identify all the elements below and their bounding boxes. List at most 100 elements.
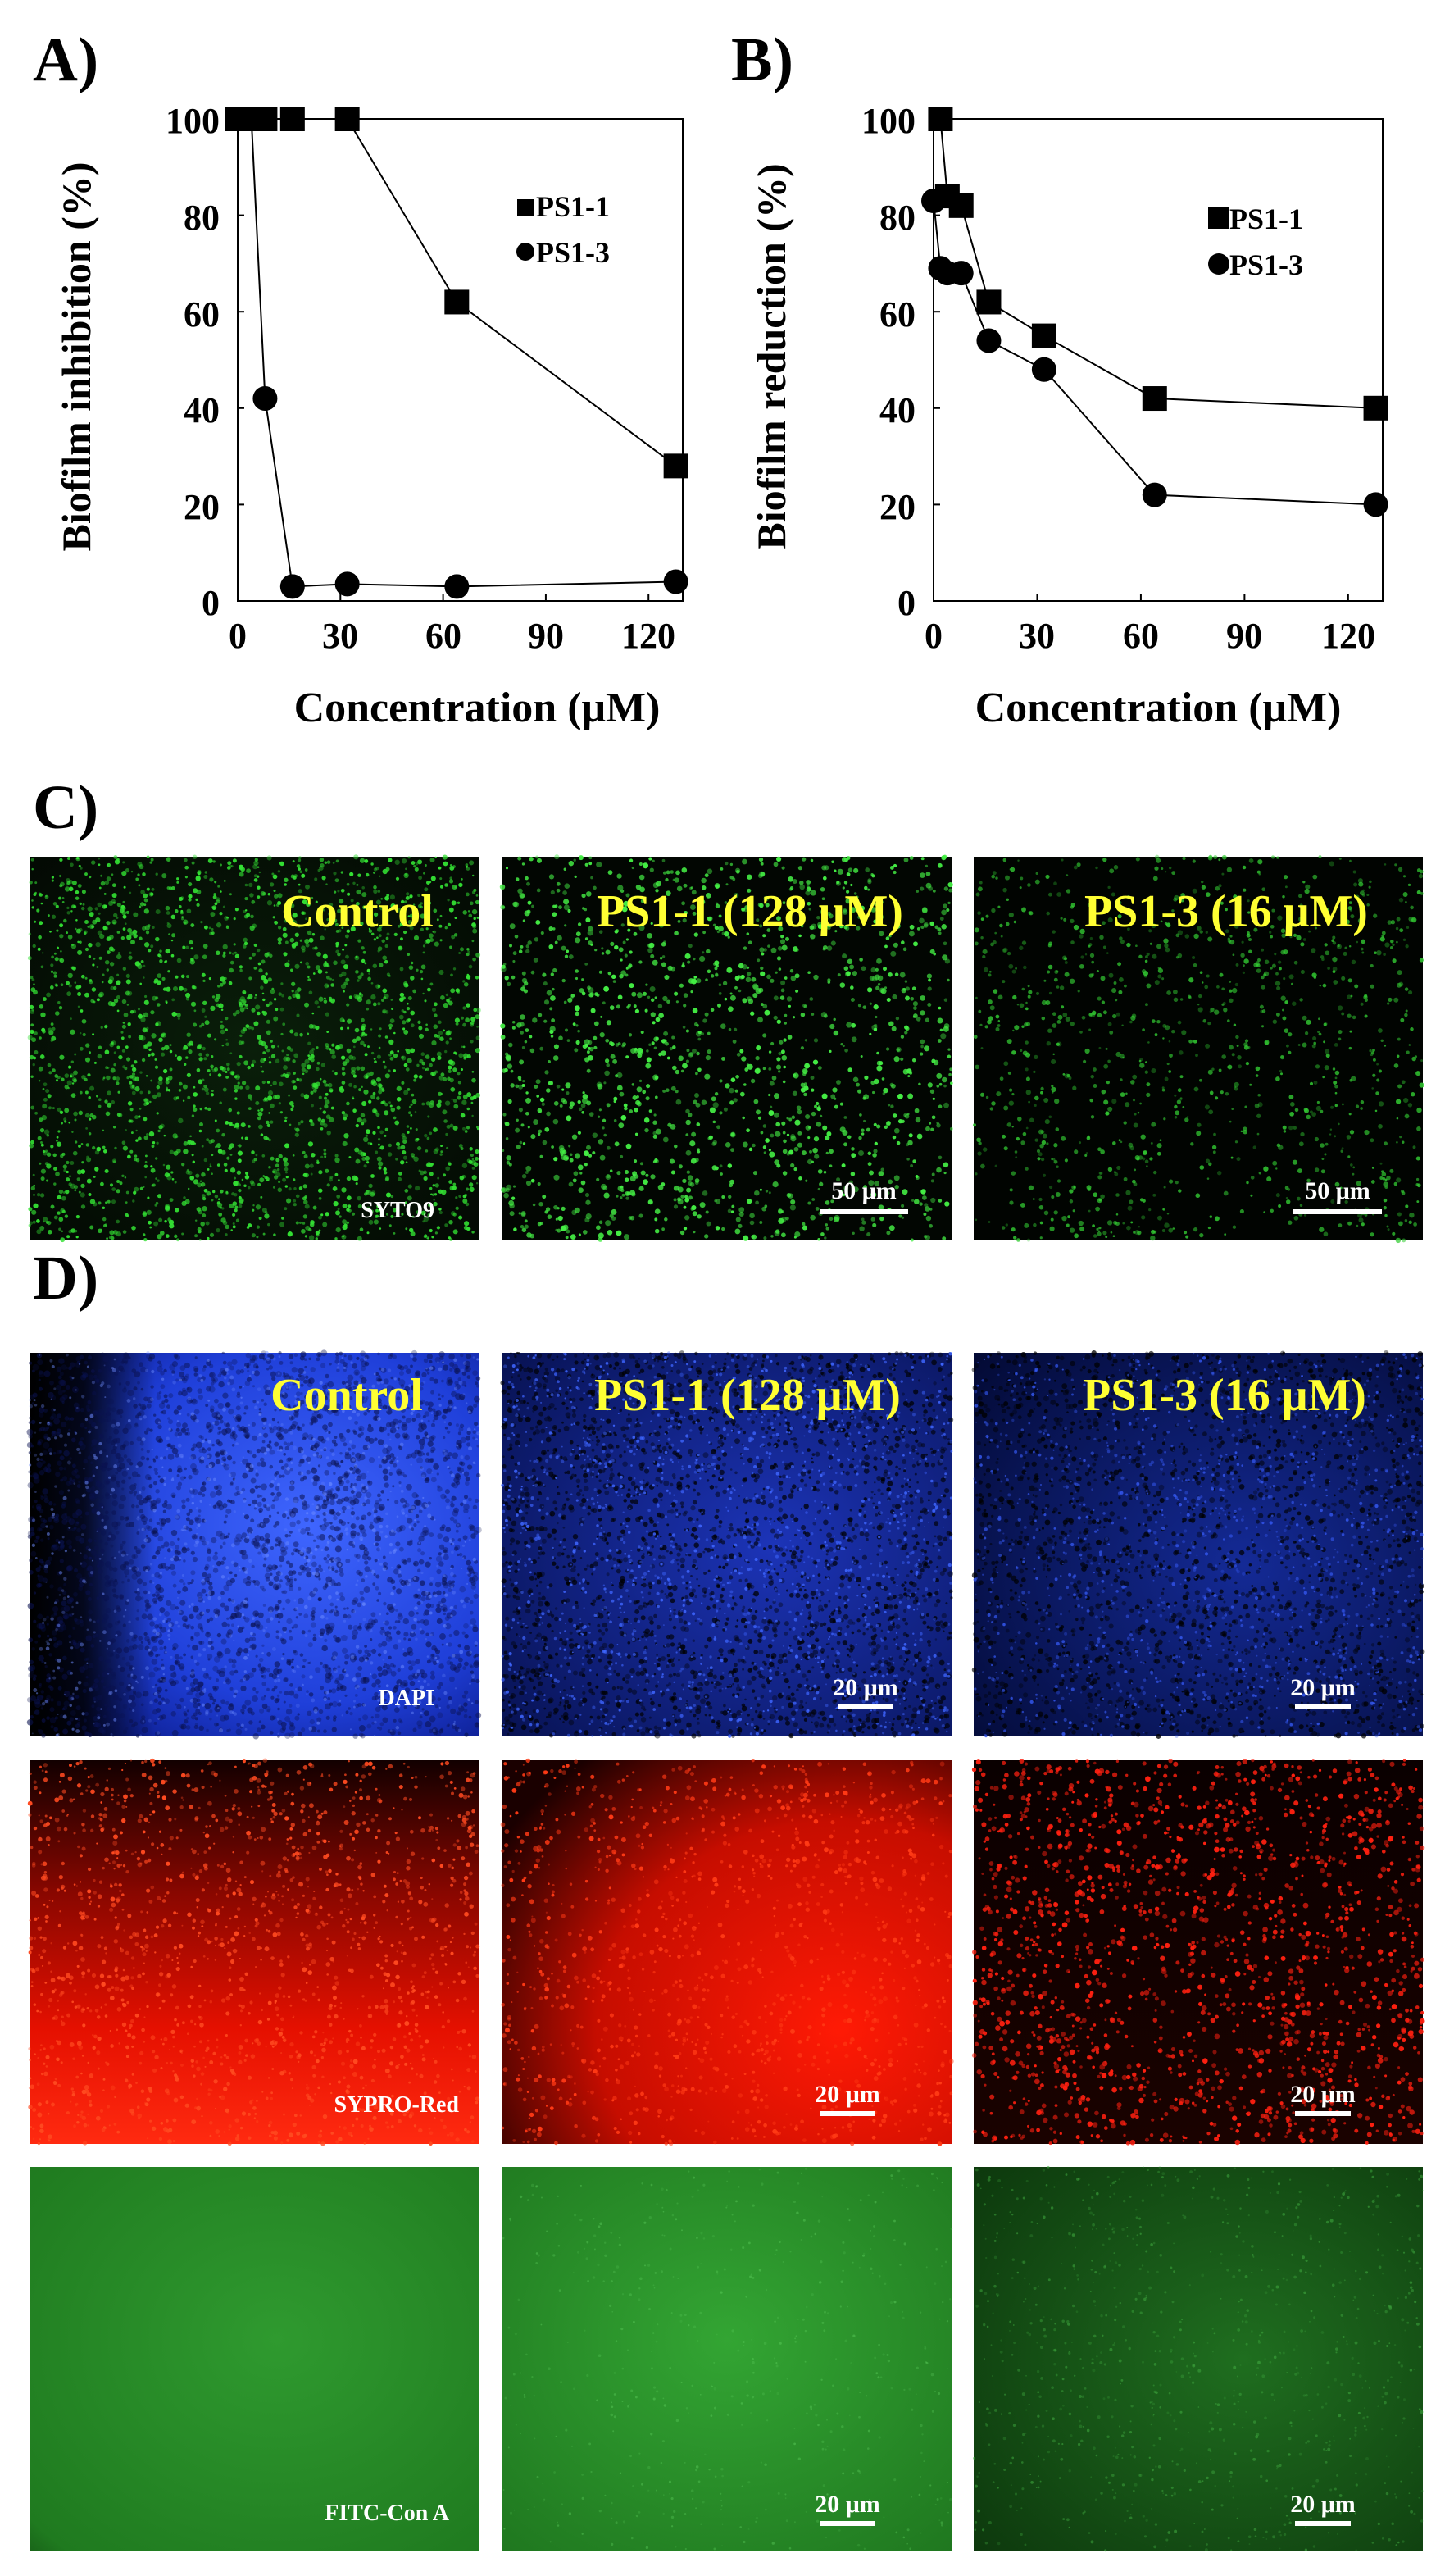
micrograph-c-control-cells-dot [156, 1141, 159, 1145]
micrograph-c-control-cells-dot [352, 881, 356, 885]
micrograph-c-ps1-3-cells-dot [1053, 881, 1057, 886]
micrograph-c-control-cells-dot [458, 1215, 463, 1220]
micrograph-c-ps1-1-cells-dot [619, 1091, 625, 1097]
micrograph-c-control-cells-dot [155, 872, 158, 876]
micrograph-c-ps1-3-cells-dot [1105, 1236, 1108, 1239]
micrograph-c-control-cells-dot [284, 940, 289, 944]
micrograph-c-control-cells-dot [396, 1096, 402, 1102]
micrograph-c-ps1-1-cells-dot [841, 1163, 846, 1168]
micrograph-c-control-cells-dot [269, 1103, 275, 1108]
micrograph-c-control-cells-dot [100, 1026, 103, 1029]
micrograph-c-ps1-3-cells-dot [1413, 1222, 1417, 1227]
micrograph-c-control-cells-dot [253, 943, 257, 947]
micrograph-c-control-cells-dot [364, 1033, 368, 1036]
micrograph-c-ps1-3-cells-dot [1420, 891, 1424, 895]
micrograph-c-ps1-3-cells-dot [1107, 1167, 1113, 1172]
micrograph-c-ps1-1-cells-dot [561, 945, 566, 951]
micrograph-c-ps1-1-cells-dot [502, 963, 507, 966]
micrograph-c-control-cells-dot [324, 997, 326, 999]
micrograph-c-control-cells-dot [191, 861, 195, 865]
micrograph-c-ps1-1-cells-dot [512, 951, 517, 956]
micrograph-c-ps1-1-cells-dot [803, 1085, 809, 1091]
micrograph-c-ps1-3-cells-dot [1279, 1069, 1283, 1073]
micrograph-c-control-cells-dot [207, 1107, 211, 1112]
micrograph-c-control-cells-dot [166, 1077, 170, 1081]
micrograph-c-ps1-3-cells-dot [980, 1047, 984, 1049]
micrograph-c-ps1-1-cells-dot [869, 975, 875, 981]
micrograph-c-control-cells-dot [377, 1126, 380, 1130]
micrograph-c-control-cells-dot [211, 1154, 214, 1157]
micrograph-c-control-cells-dot [460, 947, 464, 952]
micrograph-c-ps1-3-cells-dot [1376, 1078, 1380, 1082]
micrograph-c-control-cells-dot [291, 981, 296, 986]
micrograph-c-ps1-3-cells-dot [1151, 1019, 1156, 1023]
micrograph-c-ps1-3-cells-dot [1193, 1039, 1197, 1044]
micrograph-c-ps1-3-cells-dot [1006, 1039, 1012, 1045]
micrograph-c-control-cells-dot [244, 1003, 248, 1007]
micrograph-c-control-cells-dot [242, 1027, 248, 1032]
micrograph-c-ps1-1-cells-dot [678, 1164, 683, 1169]
micrograph-c-ps1-3-cells-dot [1246, 1181, 1249, 1185]
micrograph-c-ps1-3-cells-dot [988, 970, 992, 973]
micrograph-c-control-cells-dot [193, 1085, 196, 1089]
micrograph-c-ps1-3-cells-dot [1223, 1190, 1229, 1196]
micrograph-c-control-cells-dot [125, 1045, 129, 1049]
micrograph-c-control-cells-dot [122, 1145, 129, 1151]
micrograph-c-ps1-1-cells-dot [544, 1126, 550, 1132]
micrograph-c-control-cells-dot [195, 876, 201, 881]
micrograph-c-ps1-3-cells-dot [1338, 1037, 1342, 1041]
micrograph-c-ps1-3-cells-dot [1003, 1146, 1008, 1151]
micrograph-c-control-cells-dot [471, 908, 478, 915]
micrograph-c-control-cells-dot [470, 1153, 474, 1158]
micrograph-c-ps1-1-cells-dot [519, 1022, 525, 1027]
micrograph-c-control-cells-dot [332, 1186, 338, 1191]
micrograph-c-control-cells-dot [252, 1059, 257, 1064]
micrograph-c-ps1-1-cells-dot [620, 1185, 624, 1189]
micrograph-c-control-cells-dot [50, 963, 54, 967]
micrograph-c-ps1-1-cells-dot [747, 966, 750, 969]
micrograph-c-ps1-1-cells-dot [662, 871, 667, 875]
micrograph-c-control-cells-dot [243, 910, 247, 914]
micrograph-c-control-cells-dot [336, 1195, 341, 1199]
micrograph-c-ps1-1-cells-dot [814, 1154, 820, 1159]
micrograph-c-ps1-1-cells-dot [867, 1162, 872, 1167]
micrograph-c-control-cells-dot [103, 1223, 107, 1228]
micrograph-c-ps1-3-cells-dot [1256, 1113, 1261, 1118]
micrograph-c-ps1-1-cells-dot [651, 1041, 655, 1045]
micrograph-c-control-cells-dot [291, 943, 297, 948]
micrograph-c-control-cells-dot [302, 1214, 307, 1219]
micrograph-c-ps1-1-cells-dot [770, 1133, 775, 1138]
micrograph-c-control-cells-dot [301, 945, 306, 950]
micrograph-c-control-cells-dot [225, 1028, 228, 1032]
micrograph-c-control-cells-dot [88, 954, 92, 958]
micrograph-c-control-cells-dot [77, 949, 83, 955]
micrograph-c-ps1-3-cells-dot [1073, 1186, 1076, 1189]
micrograph-c-control-cells-dot [224, 1168, 228, 1172]
micrograph-c-control-cells-dot [139, 1090, 143, 1095]
micrograph-c-ps1-3-cells-dot [1061, 1136, 1066, 1141]
micrograph-c-control-cells-dot [460, 1067, 464, 1072]
micrograph-c-control-cells-dot [304, 868, 308, 872]
micrograph-c-ps1-3-cells-dot [978, 1009, 982, 1013]
micrograph-c-ps1-1-cells-dot [555, 1228, 558, 1231]
micrograph-c-control-cells-dot [203, 1087, 209, 1092]
micrograph-c-ps1-3-cells-dot [1376, 1063, 1379, 1066]
micrograph-c-control-cells-dot [190, 947, 193, 950]
micrograph-c-ps1-3-cells-dot [1108, 972, 1114, 978]
micrograph-c-ps1-1-cells-dot [577, 1029, 580, 1033]
micrograph-c-ps1-3-cells-dot [1284, 1028, 1289, 1033]
micrograph-c-control-cells-dot [366, 1072, 371, 1077]
micrograph-c-control-cells-dot [352, 1108, 357, 1113]
micrograph-c-ps1-3-cells-dot [1101, 1000, 1106, 1004]
micrograph-c-ps1-3-cells-dot [1069, 1199, 1074, 1204]
micrograph-c-ps1-1-cells-dot [768, 1191, 771, 1195]
micrograph-c-ps1-1-cells-dot [533, 1119, 539, 1126]
micrograph-c-ps1-1-cells-dot [729, 1179, 735, 1185]
micrograph-c-control-cells-dot [281, 994, 284, 998]
micrograph-c-control-cells-dot [111, 1158, 117, 1163]
micrograph-c-ps1-3-cells-dot [1356, 1224, 1359, 1227]
micrograph-c-ps1-3-cells-dot [1186, 1116, 1189, 1118]
micrograph-c-ps1-3-cells-dot [1152, 1230, 1155, 1233]
micrograph-c-ps1-1-cells-dot [847, 958, 853, 965]
micrograph-c-ps1-3-cells-dot [1337, 1005, 1343, 1011]
